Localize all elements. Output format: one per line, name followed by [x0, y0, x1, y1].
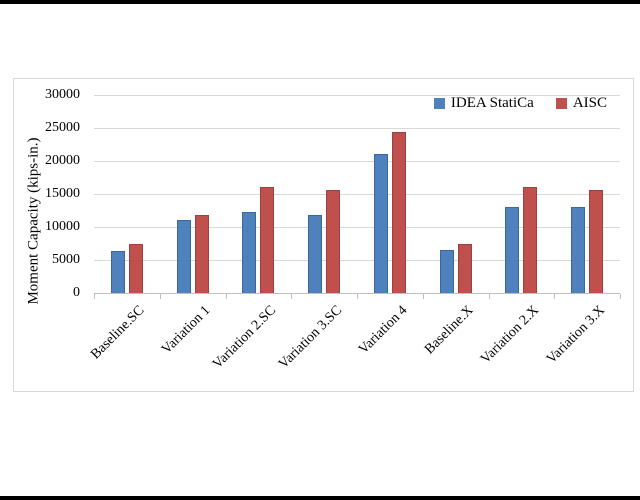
gridline	[94, 194, 620, 195]
x-axis-tick	[94, 294, 95, 299]
bar	[326, 190, 341, 293]
bar	[110, 251, 125, 293]
y-tick-label: 20000	[45, 153, 80, 168]
y-tick-label: 15000	[45, 186, 80, 201]
x-axis-tick	[225, 294, 227, 299]
bar-groups	[94, 95, 620, 293]
bar-group	[554, 95, 620, 293]
plot-area	[94, 95, 620, 294]
x-category-label: Baseline.SC	[88, 303, 148, 363]
bar	[505, 207, 520, 293]
legend-swatch-idea-statica	[433, 98, 445, 109]
bar-group	[489, 95, 555, 293]
bar	[439, 250, 454, 293]
legend: IDEA StatiCa AISC	[433, 95, 607, 112]
y-tick-label: 25000	[45, 120, 80, 135]
bar	[457, 244, 472, 293]
x-category-label: Variation 3.X	[543, 303, 608, 367]
x-category-label: Baseline.X	[421, 303, 477, 358]
legend-item-aisc: AISC	[555, 95, 607, 112]
x-axis-tick	[291, 294, 293, 299]
bar	[589, 190, 604, 293]
bar	[373, 154, 388, 293]
x-category-label: Variation 2.X	[478, 303, 542, 367]
bar	[194, 215, 209, 293]
bar	[523, 187, 538, 293]
x-category-label: Variation 4	[356, 303, 411, 358]
bar	[242, 212, 257, 293]
bar-group	[357, 95, 423, 293]
x-axis-tick	[357, 294, 358, 299]
x-axis-tick	[620, 294, 621, 299]
bar	[308, 215, 323, 293]
gridline	[94, 128, 620, 129]
y-tick-label: 10000	[45, 219, 80, 234]
letterbox-bottom-bar	[0, 496, 640, 500]
x-axis-tick	[422, 294, 424, 299]
chart-frame: Moment Capacity (kips-in.) 0 5000 10000 150…	[13, 78, 634, 392]
legend-label: IDEA StatiCa	[450, 95, 534, 111]
gridline	[94, 227, 620, 228]
bar-group	[291, 95, 357, 293]
gridline	[94, 161, 620, 162]
y-tick-label: 30000	[45, 87, 80, 102]
bar	[128, 244, 143, 293]
x-category-label: Variation 1	[158, 303, 214, 358]
legend-label: AISC	[572, 95, 607, 111]
bar	[176, 220, 191, 293]
letterbox-top-bar	[0, 0, 640, 4]
x-axis-labels: Baseline.SC Variation 1 Variation 2.SC Vari…	[88, 294, 621, 390]
bar-group	[423, 95, 489, 293]
x-axis-tick	[488, 294, 490, 299]
x-axis-tick	[554, 294, 556, 299]
legend-item-idea-statica: IDEA StatiCa	[433, 95, 534, 112]
bar	[260, 187, 275, 293]
y-axis-tick-labels: 0 5000 10000 15000 20000 25000 30000	[14, 79, 86, 309]
x-category-label: Variation 3.SC	[275, 303, 345, 372]
x-axis-tick	[159, 294, 161, 299]
gridline	[94, 260, 620, 261]
legend-swatch-aisc	[555, 98, 567, 109]
y-tick-label: 5000	[52, 252, 80, 267]
bar	[571, 207, 586, 293]
x-category-label: Variation 2.SC	[210, 303, 279, 372]
bar-group	[226, 95, 292, 293]
gridline	[94, 95, 620, 96]
bar-group	[94, 95, 160, 293]
bar-group	[160, 95, 226, 293]
bar	[391, 132, 406, 293]
y-tick-label: 0	[73, 285, 80, 300]
